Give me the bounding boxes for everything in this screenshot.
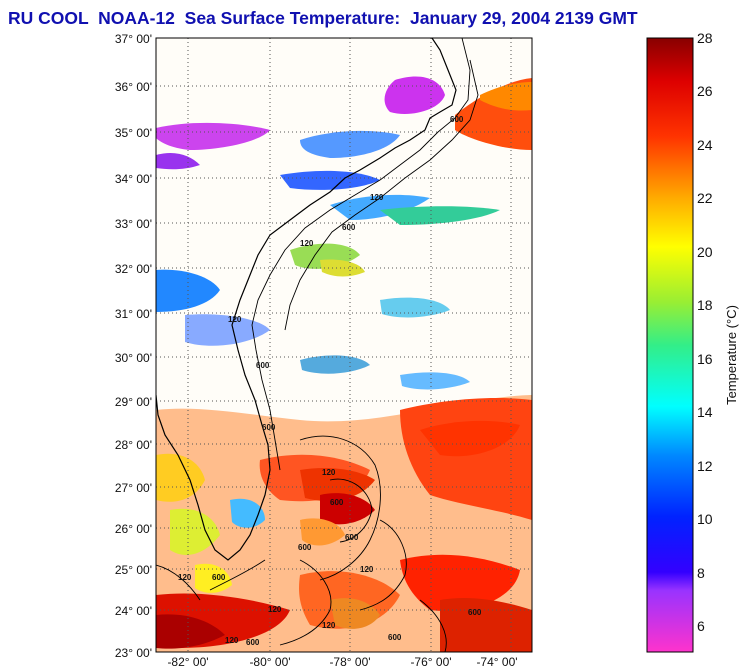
lat-tick-label: 35° 00' [115,126,152,140]
contour-label: 600 [330,498,344,507]
colorbar-gradient [647,38,693,652]
lat-tick-label: 24° 00' [115,604,152,618]
lat-tick-label: 29° 00' [115,395,152,409]
lon-tick-label: -78° 00' [329,655,370,669]
contour-label: 600 [212,573,226,582]
contour-label: 120 [228,315,242,324]
lat-tick-label: 28° 00' [115,438,152,452]
map-title: RU COOL NOAA-12 Sea Surface Temperature:… [8,8,638,28]
colorbar-tick-label: 6 [697,618,705,634]
lat-tick-label: 32° 00' [115,262,152,276]
contour-label: 600 [450,115,464,124]
colorbar-tick-label: 26 [697,83,713,99]
lat-tick-label: 36° 00' [115,80,152,94]
colorbar-tick-label: 22 [697,190,713,206]
lon-tick-label: -80° 00' [249,655,290,669]
lat-tick-label: 23° 00' [115,646,152,660]
contour-label: 120 [178,573,192,582]
contour-label: 600 [246,638,260,647]
colorbar-tick-label: 10 [697,511,713,527]
contour-label: 120 [225,636,239,645]
coastline [156,38,457,561]
colorbar-tick-label: 20 [697,244,713,260]
colorbar-tick-label: 18 [697,297,713,313]
colorbar-tick-label: 12 [697,458,713,474]
colorbar-frame [646,37,694,653]
colorbar-tick-label: 28 [697,30,713,46]
contour-label: 120 [370,193,384,202]
colorbar: 28 26 24 22 20 18 16 14 12 10 8 6 Temper… [646,30,739,653]
lat-tick-label: 25° 00' [115,563,152,577]
contour-label: 600 [468,608,482,617]
isobaths [156,38,479,652]
contour-label: 120 [360,565,374,574]
latitude-axis: 37° 00' 36° 00' 35° 00' 34° 00' 33° 00' … [115,32,152,660]
contour-label: 120 [300,239,314,248]
contour-label: 600 [262,423,276,432]
lat-tick-label: 26° 00' [115,522,152,536]
lat-tick-label: 37° 00' [115,32,152,46]
contour-label: 120 [322,468,336,477]
lat-tick-label: 27° 00' [115,481,152,495]
lon-tick-label: -82° 00' [167,655,208,669]
lon-tick-label: -74° 00' [476,655,517,669]
lon-tick-label: -76° 00' [410,655,451,669]
colorbar-tick-label: 8 [697,565,705,581]
lat-tick-label: 31° 00' [115,307,152,321]
lat-tick-label: 34° 00' [115,172,152,186]
contour-label: 600 [298,543,312,552]
colorbar-tick-label: 16 [697,351,713,367]
colorbar-tick-label: 24 [697,137,713,153]
longitude-axis: -82° 00' -80° 00' -78° 00' -76° 00' -74°… [167,655,517,669]
map-frame [155,37,533,653]
contour-label: 600 [342,223,356,232]
lat-tick-label: 33° 00' [115,217,152,231]
contour-label-group: 600 120 600 120 120 600 600 120 600 600 … [178,115,482,647]
lat-tick-label: 30° 00' [115,351,152,365]
contour-label: 120 [268,605,282,614]
contour-label: 120 [322,621,336,630]
contour-label: 600 [388,633,402,642]
contour-label: 600 [256,361,270,370]
sst-data-layer [156,76,532,652]
colorbar-axis-label: Temperature (°C) [724,305,739,405]
contour-label: 600 [345,533,359,542]
colorbar-tick-label: 14 [697,404,713,420]
